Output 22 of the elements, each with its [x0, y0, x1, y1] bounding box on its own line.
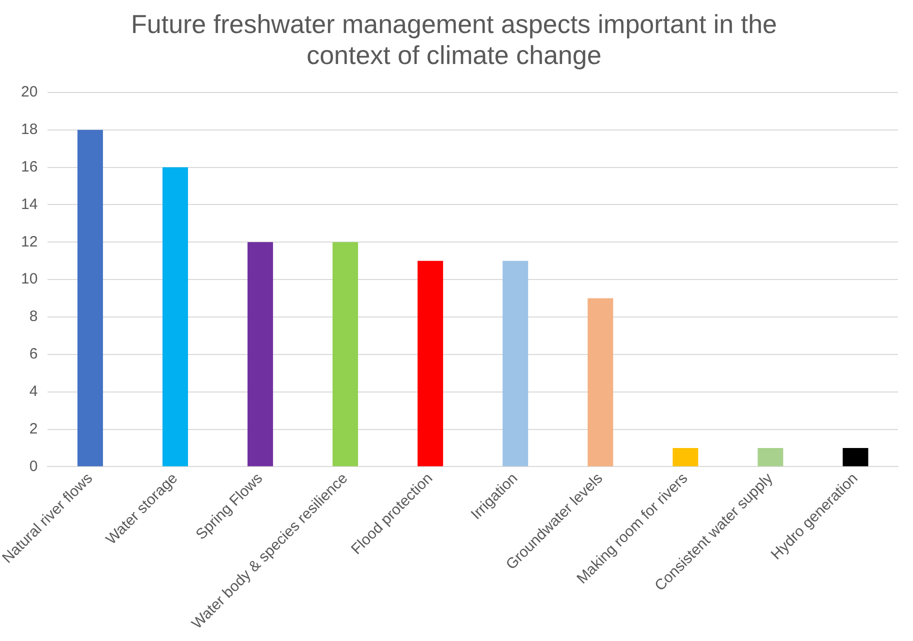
bar — [77, 130, 103, 466]
y-tick-label: 8 — [29, 308, 38, 326]
bar — [418, 260, 444, 466]
y-tick-label: 16 — [21, 158, 38, 176]
chart-title: Future freshwater management aspects important in the context of climate change — [131, 8, 777, 70]
y-tick-label: 4 — [29, 383, 38, 400]
bar — [758, 448, 784, 466]
y-tick-label: 0 — [29, 458, 38, 475]
y-tick-label: 2 — [29, 420, 38, 438]
y-tick-label: 14 — [21, 196, 38, 213]
y-tick-label: 20 — [21, 84, 38, 101]
bar — [672, 448, 698, 466]
y-tick-label: 6 — [29, 346, 38, 363]
bar — [248, 242, 274, 466]
bar — [162, 167, 188, 466]
bar — [842, 448, 868, 466]
bar — [502, 260, 528, 466]
y-tick-label: 10 — [21, 270, 38, 288]
bar — [588, 298, 614, 466]
y-tick-label: 12 — [21, 233, 38, 250]
bar — [332, 242, 358, 466]
y-tick-label: 18 — [21, 120, 38, 138]
